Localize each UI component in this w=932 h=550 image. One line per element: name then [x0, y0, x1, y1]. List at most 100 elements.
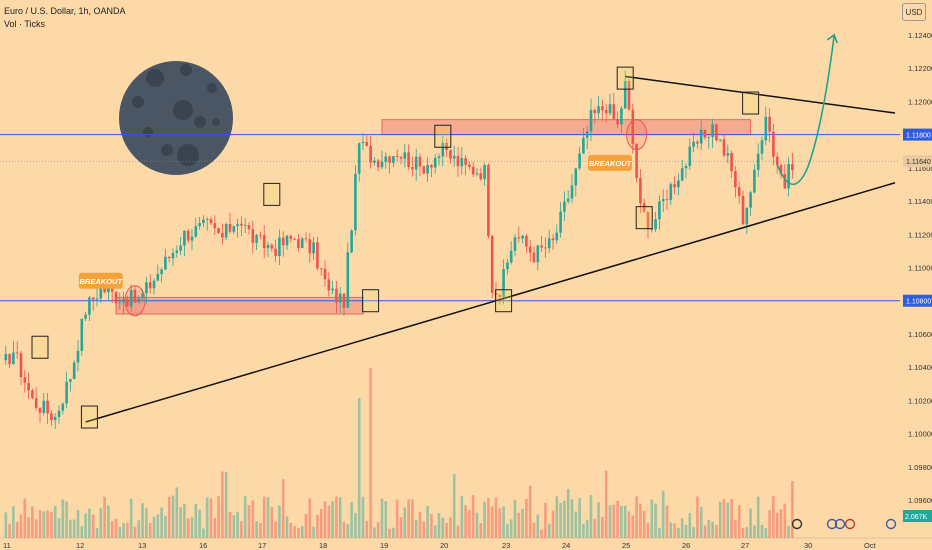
projection-arrow — [776, 34, 835, 186]
volume-bar — [707, 519, 711, 538]
volume-bar — [547, 523, 551, 538]
candle — [574, 168, 578, 186]
volume-bar — [179, 507, 182, 538]
volume-indicator-label[interactable]: Vol · Ticks — [4, 19, 46, 29]
volume-bar — [46, 510, 49, 538]
candle — [456, 156, 460, 167]
volume-bar — [623, 505, 627, 538]
pivot-box — [362, 289, 380, 313]
time-tick-label: 19 — [380, 541, 388, 550]
volume-bar — [597, 502, 600, 538]
candle — [646, 211, 650, 230]
candle — [433, 158, 437, 168]
candle — [570, 185, 574, 199]
candle — [126, 299, 129, 307]
volume-bar — [479, 523, 483, 538]
candle — [627, 81, 631, 110]
candle — [247, 225, 251, 230]
volume-bar — [152, 516, 156, 538]
volume-bar — [639, 503, 642, 538]
candle — [441, 142, 445, 157]
time-tick-label: 12 — [76, 541, 84, 550]
volume-bar — [559, 503, 562, 538]
volume-bar — [148, 522, 152, 538]
candle — [175, 250, 179, 253]
volume-bar — [38, 510, 42, 538]
candle — [449, 150, 452, 159]
time-tick-label: 25 — [622, 541, 630, 550]
candle — [205, 219, 209, 220]
volume-bar — [171, 495, 175, 538]
candle — [578, 153, 581, 169]
volume-bar — [437, 512, 441, 538]
candle — [304, 238, 308, 240]
volume-bar — [380, 498, 384, 538]
volume-bar — [528, 485, 532, 538]
candle — [612, 104, 616, 120]
price-tick-label: 1.11600 — [908, 164, 932, 173]
volume-bar — [532, 522, 536, 538]
moon-crater-icon — [173, 100, 193, 120]
moon-crater-icon — [146, 69, 164, 87]
price-tick-label: 1.09800 — [908, 463, 932, 472]
price-tick-label: 1.12200 — [908, 64, 932, 73]
volume-bar — [430, 514, 433, 538]
volume-bar — [407, 499, 410, 538]
volume-bar — [129, 498, 133, 538]
volume-bar — [160, 507, 163, 538]
candle — [15, 352, 19, 354]
candle — [133, 289, 137, 303]
pivot-box — [80, 405, 98, 429]
volume-bar — [726, 502, 730, 538]
candle — [240, 223, 243, 226]
volume-bar — [756, 496, 760, 538]
volume-bar — [403, 507, 407, 538]
volume-bar — [483, 501, 486, 538]
volume-bar — [186, 518, 190, 538]
price-tick-label: 1.11400 — [908, 197, 932, 206]
currency-button[interactable]: USD — [902, 3, 926, 21]
candle — [395, 156, 399, 158]
candle — [346, 252, 350, 308]
volume-bar — [772, 496, 775, 538]
candle — [490, 236, 494, 293]
candle — [399, 157, 403, 159]
resistance-zone — [115, 296, 364, 315]
volume-bar — [688, 512, 692, 538]
volume-bar — [570, 499, 574, 538]
volume-bar — [118, 526, 122, 538]
volume-bar — [243, 496, 247, 538]
price-tick-label: 1.11200 — [908, 230, 932, 239]
volume-bar — [426, 505, 429, 538]
candle — [768, 116, 771, 132]
candle — [23, 377, 27, 383]
candle — [354, 173, 357, 231]
volume-bar — [84, 513, 87, 538]
volume-bar — [236, 512, 239, 538]
volume-bar — [616, 500, 619, 538]
volume-bar — [255, 521, 258, 538]
candle — [236, 223, 239, 227]
candle — [555, 232, 559, 241]
volume-bar — [57, 518, 61, 538]
candle — [319, 268, 323, 270]
candle — [506, 262, 509, 270]
volume-bar — [669, 522, 673, 538]
volume-value-label: 2.067K — [905, 514, 928, 521]
symbol-title[interactable]: Euro / U.S. Dollar, 1h, OANDA — [4, 6, 126, 16]
candle — [42, 400, 46, 413]
candle — [414, 156, 418, 170]
breakout-label: BREAKOUT — [80, 277, 124, 286]
volume-bar — [395, 499, 399, 538]
candle — [673, 184, 676, 188]
volume-bar — [137, 520, 141, 538]
economic-event-icon — [834, 518, 846, 530]
candle — [164, 256, 167, 270]
candle — [483, 165, 486, 180]
candle — [703, 129, 707, 138]
candle — [772, 131, 775, 157]
candle — [228, 223, 232, 232]
candle — [509, 250, 513, 263]
volume-bar — [521, 508, 524, 538]
